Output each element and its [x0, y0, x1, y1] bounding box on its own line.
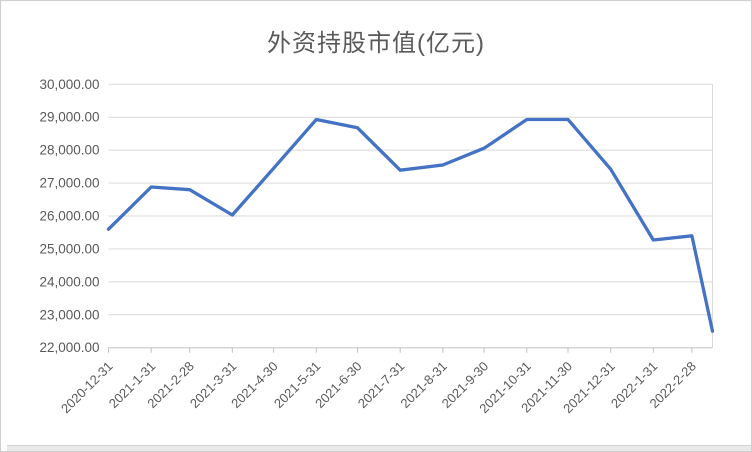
y-axis-label: 24,000.00 — [39, 274, 99, 289]
x-axis-label: 2020-12-31 — [58, 359, 116, 417]
y-axis-label: 27,000.00 — [39, 176, 99, 191]
y-axis-label: 29,000.00 — [39, 110, 99, 125]
worksheet-edge — [7, 445, 751, 451]
y-axis-label: 23,000.00 — [39, 307, 99, 322]
chart-title: 外资持股市值(亿元) — [267, 30, 485, 57]
y-axis-label: 28,000.00 — [39, 143, 99, 158]
y-axis-label: 26,000.00 — [39, 209, 99, 224]
y-axis-label: 22,000.00 — [39, 340, 99, 355]
data-series-line — [106, 117, 715, 333]
y-axis-label: 30,000.00 — [39, 77, 99, 92]
y-axis-label: 25,000.00 — [39, 241, 99, 256]
